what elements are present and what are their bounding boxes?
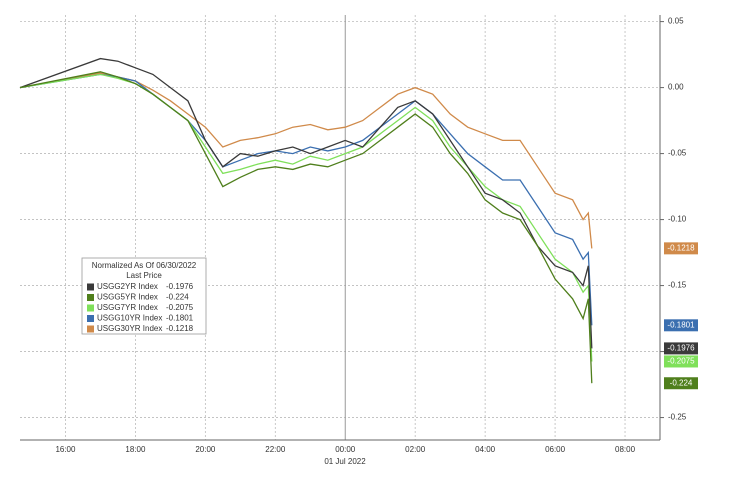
last-value-tag (664, 319, 698, 332)
last-value-tag (664, 377, 698, 390)
y-tick-label: 0.05 (668, 17, 684, 26)
last-value-tag (664, 355, 698, 368)
legend-label: USGG2YR Index (97, 282, 158, 291)
legend-value: -0.1801 (166, 314, 194, 323)
legend-swatch (87, 304, 94, 312)
x-sublabel: 01 Jul 2022 (324, 457, 366, 466)
x-tick-label: 16:00 (55, 445, 76, 454)
y-tick-label: -0.10 (668, 215, 687, 224)
legend: Normalized As Of 06/30/2022 Last Price U… (81, 257, 207, 335)
legend-box (81, 257, 207, 335)
legend-swatch (87, 315, 94, 322)
plot-area (20, 15, 660, 440)
legend-label: USGG30YR Index (97, 324, 162, 333)
x-tick-label: 04:00 (475, 445, 496, 454)
last-value-label: -0.1801 (667, 320, 695, 329)
x-tick-label: 08:00 (615, 445, 636, 454)
last-value-label: -0.1976 (667, 344, 695, 353)
y-tick-label: -0.05 (668, 149, 687, 158)
y-tick-label: -0.15 (668, 281, 687, 290)
legend-swatch (87, 325, 94, 333)
last-value-label: -0.1218 (667, 243, 695, 252)
legend-swatch (87, 294, 94, 301)
last-value-tag (664, 242, 698, 255)
legend-label: USGG5YR Index (97, 293, 158, 302)
legend-swatch (87, 283, 94, 291)
x-tick-label: 18:00 (125, 445, 146, 454)
legend-title: Normalized As Of 06/30/2022 (92, 261, 197, 270)
legend-label: USGG7YR Index (97, 303, 158, 312)
y-tick-label: -0.25 (668, 413, 687, 422)
x-tick-label: 06:00 (545, 445, 566, 454)
legend-value: -0.224 (166, 293, 189, 302)
x-tick-label: 22:00 (265, 445, 286, 454)
series-line (19, 71, 593, 384)
last-value-label: -0.2075 (667, 357, 695, 366)
series-line (19, 72, 593, 249)
legend-value: -0.1218 (166, 324, 194, 333)
legend-label: USGG10YR Index (97, 314, 162, 323)
x-tick-label: 00:00 (335, 445, 356, 454)
legend-value: -0.2075 (166, 303, 194, 312)
legend-subtitle: Last Price (126, 271, 162, 280)
last-value-tag (664, 342, 698, 355)
y-tick-label: 0.00 (668, 83, 684, 92)
legend-value: -0.1976 (166, 282, 194, 291)
last-value-label: -0.224 (670, 378, 693, 387)
x-tick-label: 20:00 (195, 445, 216, 454)
x-tick-label: 02:00 (405, 445, 426, 454)
